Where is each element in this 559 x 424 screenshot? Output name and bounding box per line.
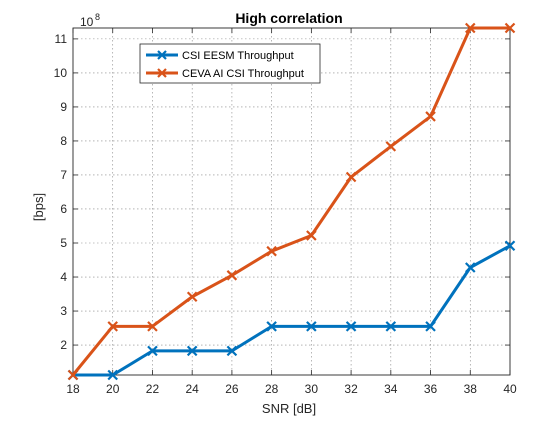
marker-stroke [504, 240, 516, 252]
marker-stroke [186, 291, 198, 303]
data-point-marker [107, 321, 119, 332]
data-point-marker [306, 230, 317, 241]
legend-box [139, 43, 321, 84]
legend-label-csi-eesm: CSI EESM Throughput [182, 50, 294, 62]
data-point-marker [385, 141, 397, 152]
data-point-marker [425, 321, 436, 332]
data-point-marker [226, 345, 238, 357]
marker-stroke [306, 230, 317, 241]
axes-box [72, 27, 511, 376]
data-point-marker [186, 291, 198, 303]
x-tick-label: 22 [146, 382, 160, 396]
x-tick-label: 28 [265, 382, 279, 396]
series-line [71, 26, 510, 376]
series-layer [67, 22, 516, 381]
y-tick-label: 9 [60, 100, 67, 114]
y-exponent-power: 8 [95, 12, 100, 22]
marker-stroke [504, 22, 516, 34]
marker-stroke [147, 321, 158, 332]
legend-marker-csi-eesm [157, 50, 167, 60]
data-point-marker [425, 111, 436, 122]
y-tick-label: 4 [60, 270, 67, 284]
marker-stroke [345, 171, 357, 183]
marker-stroke [226, 345, 238, 357]
data-point-marker [345, 171, 357, 183]
y-exponent-base: 10 [80, 15, 94, 29]
y-tick-label: 8 [60, 134, 67, 148]
marker-stroke [226, 270, 238, 281]
x-tick-label: 24 [186, 382, 200, 396]
marker-stroke [107, 369, 119, 381]
x-tick-label: 34 [384, 382, 398, 396]
y-axis-label: [bps] [31, 193, 46, 221]
marker-stroke [385, 141, 397, 152]
legend: CSI EESM Throughput CEVA AI CSI Throughp… [139, 43, 321, 84]
data-point-marker [67, 369, 79, 381]
data-point-marker [266, 245, 277, 257]
marker-stroke [464, 262, 476, 273]
y-tick-label: 3 [60, 304, 67, 318]
data-point-marker [345, 321, 357, 332]
y-tick-label: 7 [60, 168, 67, 182]
marker-stroke [107, 321, 119, 332]
data-point-marker [186, 345, 198, 357]
data-point-marker [504, 240, 516, 252]
x-tick-label: 18 [66, 382, 80, 396]
marker-stroke [425, 111, 436, 122]
y-tick-label: 10 [54, 66, 68, 80]
marker-stroke [425, 321, 436, 332]
marker-stroke [266, 321, 277, 332]
data-point-marker [464, 22, 476, 34]
legend-label-ceva-ai: CEVA AI CSI Throughput [182, 68, 304, 80]
data-point-marker [306, 321, 317, 332]
series-line [73, 244, 511, 377]
marker-stroke [306, 321, 317, 332]
x-tick-label: 36 [424, 382, 438, 396]
y-tick-label: 11 [55, 32, 68, 46]
marker-stroke [266, 245, 277, 257]
data-point-marker [504, 22, 516, 34]
x-axis-label: SNR [dB] [262, 401, 316, 416]
data-point-marker [385, 321, 397, 332]
marker-stroke [67, 369, 79, 381]
data-point-marker [464, 262, 476, 273]
marker-stroke [464, 22, 476, 34]
series-1 [67, 22, 516, 381]
x-tick-label: 32 [344, 382, 358, 396]
marker-stroke [345, 321, 357, 332]
x-tick-label: 38 [464, 382, 478, 396]
x-tick-label: 26 [225, 382, 239, 396]
chart-title: High correlation [235, 10, 342, 26]
x-tick-label: 30 [305, 382, 319, 396]
x-tick-label: 40 [503, 382, 517, 396]
marker-stroke [186, 345, 198, 357]
legend-marker-ceva-ai [157, 68, 167, 78]
x-tick-label: 20 [106, 382, 120, 396]
data-point-marker [147, 345, 158, 357]
y-tick-label: 6 [60, 202, 67, 216]
data-point-marker [107, 369, 119, 381]
data-point-marker [226, 270, 238, 281]
data-point-marker [147, 321, 158, 332]
y-tick-label: 5 [60, 236, 67, 250]
y-tick-label: 2 [60, 338, 67, 352]
data-point-marker [266, 321, 277, 332]
marker-stroke [147, 345, 158, 357]
marker-stroke [385, 321, 397, 332]
